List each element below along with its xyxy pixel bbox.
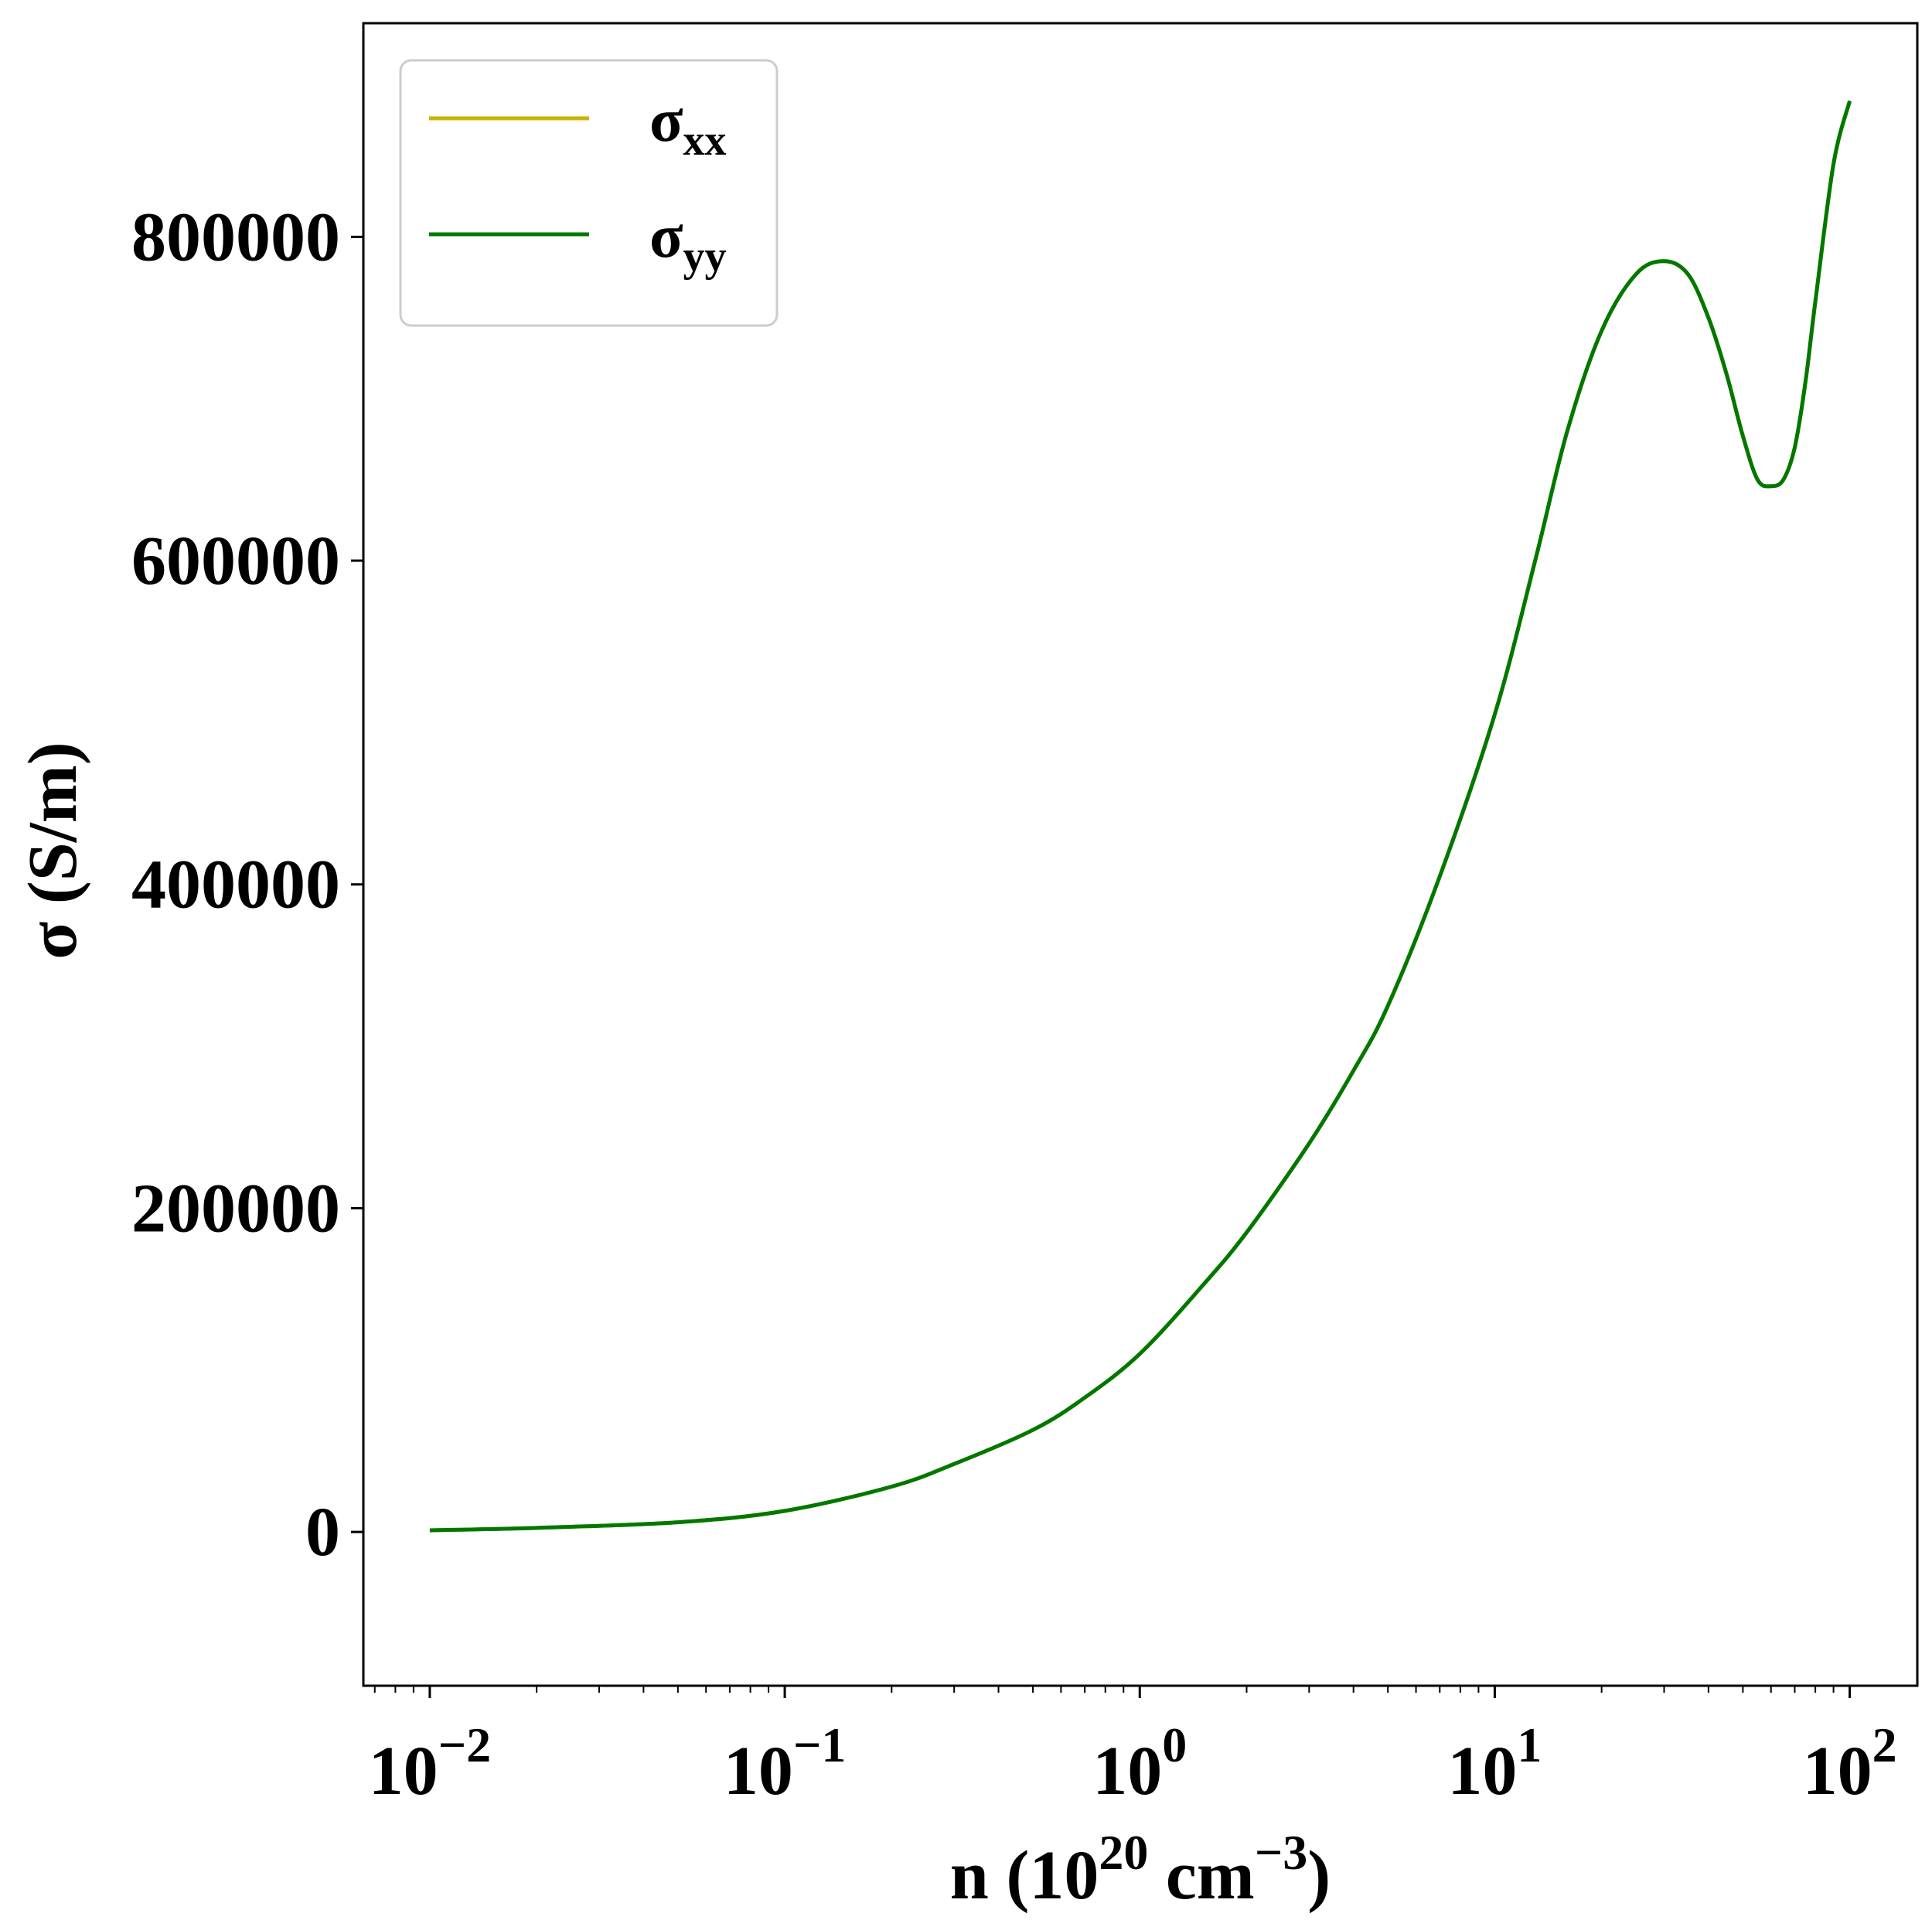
x-tick-label: 101 xyxy=(1447,1717,1542,1809)
y-tick-label: 400000 xyxy=(131,847,340,923)
y-tick-label: 200000 xyxy=(131,1170,340,1247)
y-tick-label: 600000 xyxy=(131,523,340,599)
x-tick-label: 10−1 xyxy=(724,1717,846,1809)
x-tick-label: 102 xyxy=(1803,1717,1897,1809)
legend-label-sigma-xx: σxx xyxy=(649,87,727,165)
legend-box xyxy=(399,59,779,327)
series-line-sigma-yy xyxy=(429,100,1852,1533)
x-axis-label: n (1020 cm−3) xyxy=(950,1825,1331,1914)
y-tick-label: 800000 xyxy=(131,199,340,275)
legend: σxx σyy xyxy=(399,59,779,327)
y-axis-label: σ (S/m) xyxy=(15,742,91,959)
x-tick-label: 10−2 xyxy=(369,1717,491,1809)
y-tick-label: 0 xyxy=(305,1494,340,1571)
legend-label-sigma-yy: σyy xyxy=(649,203,727,281)
x-tick-label: 100 xyxy=(1092,1717,1187,1809)
